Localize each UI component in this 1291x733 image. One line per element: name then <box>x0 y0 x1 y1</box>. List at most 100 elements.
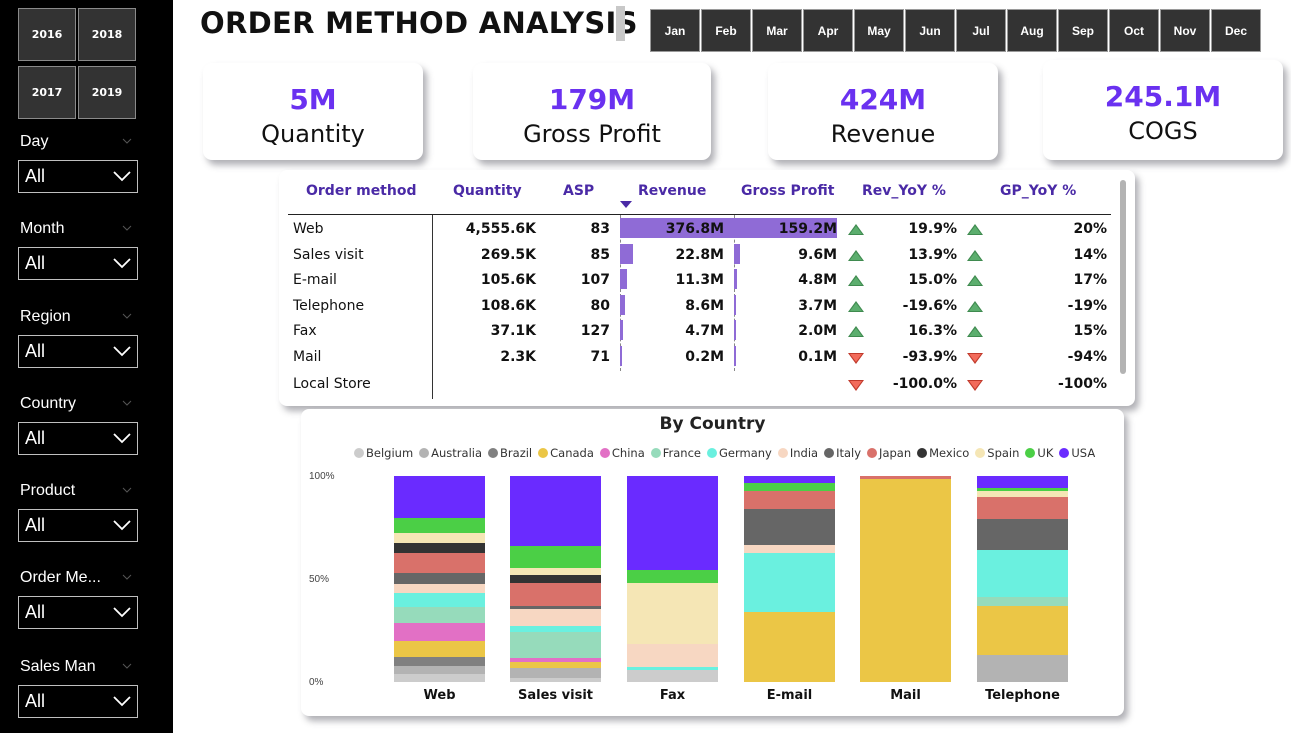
year-button-2018[interactable]: 2018 <box>78 8 136 61</box>
bar-segment-sales-visit-india[interactable] <box>510 609 601 627</box>
legend-item-france[interactable]: France <box>650 446 701 460</box>
legend-item-china[interactable]: China <box>599 446 645 460</box>
legend-item-uk[interactable]: UK <box>1025 446 1053 460</box>
column-header-gross-profit[interactable]: Gross Profit <box>741 183 835 199</box>
bar-segment-e-mail-india[interactable] <box>744 545 835 554</box>
column-header-rev-yoy[interactable]: Rev_YoY % <box>862 183 946 199</box>
legend-item-canada[interactable]: Canada <box>538 446 594 460</box>
slicer-dropdown-month[interactable]: All <box>18 247 138 280</box>
bar-segment-sales-visit-japan[interactable] <box>510 583 601 606</box>
column-header-order-method[interactable]: Order method <box>306 183 417 199</box>
bar-segment-fax-germany[interactable] <box>627 667 718 670</box>
bar-segment-telephone-uk[interactable] <box>977 488 1068 491</box>
collapse-chevron-icon[interactable] <box>122 223 132 233</box>
bar-segment-fax-spain[interactable] <box>627 582 718 645</box>
year-button-2016[interactable]: 2016 <box>18 8 76 61</box>
bar-segment-sales-visit-italy[interactable] <box>510 606 601 610</box>
bar-segment-web-france[interactable] <box>394 607 485 624</box>
column-header-gp-yoy[interactable]: GP_YoY % <box>1000 183 1077 199</box>
collapse-chevron-icon[interactable] <box>122 398 132 408</box>
table-row[interactable]: Mail 2.3K 71 0.2M 0.1M -93.9% -94% <box>279 346 1119 371</box>
table-scrollbar[interactable] <box>1120 180 1126 374</box>
month-button-jul[interactable]: Jul <box>956 9 1006 52</box>
bar-segment-telephone-france[interactable] <box>977 597 1068 606</box>
bar-segment-sales-visit-uk[interactable] <box>510 546 601 568</box>
bar-segment-fax-belgium[interactable] <box>627 669 718 682</box>
bar-segment-e-mail-uk[interactable] <box>744 483 835 492</box>
bar-segment-web-belgium[interactable] <box>394 673 485 682</box>
slicer-dropdown-product[interactable]: All <box>18 509 138 542</box>
bar-segment-web-australia[interactable] <box>394 665 485 674</box>
bar-segment-telephone-italy[interactable] <box>977 518 1068 551</box>
legend-item-india[interactable]: India <box>777 446 818 460</box>
bar-segment-fax-usa[interactable] <box>627 476 718 570</box>
bar-segment-web-japan[interactable] <box>394 553 485 574</box>
month-button-apr[interactable]: Apr <box>803 9 853 52</box>
slicer-dropdown-order-me[interactable]: All <box>18 596 138 629</box>
bar-segment-web-spain[interactable] <box>394 532 485 543</box>
legend-item-mexico[interactable]: Mexico <box>917 446 969 460</box>
bar-segment-web-usa[interactable] <box>394 476 485 518</box>
bar-segment-fax-india[interactable] <box>627 644 718 668</box>
legend-item-usa[interactable]: USA <box>1059 446 1095 460</box>
table-row[interactable]: Sales visit 269.5K 85 22.8M 9.6M 13.9% 1… <box>279 244 1119 269</box>
bar-segment-web-uk[interactable] <box>394 517 485 533</box>
month-button-feb[interactable]: Feb <box>701 9 751 52</box>
bar-segment-e-mail-germany[interactable] <box>744 553 835 613</box>
bar-segment-web-brazil[interactable] <box>394 656 485 666</box>
month-button-may[interactable]: May <box>854 9 904 52</box>
month-button-jun[interactable]: Jun <box>905 9 955 52</box>
bar-segment-mail-canada[interactable] <box>860 479 951 682</box>
column-header-revenue[interactable]: Revenue <box>638 183 707 199</box>
bar-segment-fax-uk[interactable] <box>627 569 718 583</box>
month-button-sep[interactable]: Sep <box>1058 9 1108 52</box>
month-button-dec[interactable]: Dec <box>1211 9 1261 52</box>
bar-segment-e-mail-japan[interactable] <box>744 491 835 510</box>
bar-segment-web-canada[interactable] <box>394 640 485 657</box>
table-row[interactable]: Local Store -100.0% -100% <box>279 373 1119 398</box>
year-button-2017[interactable]: 2017 <box>18 66 76 119</box>
legend-item-japan[interactable]: Japan <box>867 446 911 460</box>
collapse-chevron-icon[interactable] <box>122 661 132 671</box>
legend-item-germany[interactable]: Germany <box>707 446 772 460</box>
bar-segment-web-germany[interactable] <box>394 593 485 607</box>
slicer-dropdown-country[interactable]: All <box>18 422 138 455</box>
bar-segment-web-mexico[interactable] <box>394 542 485 554</box>
month-button-aug[interactable]: Aug <box>1007 9 1057 52</box>
bar-segment-e-mail-italy[interactable] <box>744 509 835 546</box>
bar-segment-e-mail-canada[interactable] <box>744 612 835 682</box>
table-row[interactable]: Telephone 108.6K 80 8.6M 3.7M -19.6% -19… <box>279 295 1119 320</box>
bar-segment-sales-visit-belgium[interactable] <box>510 677 601 682</box>
bar-segment-sales-visit-mexico[interactable] <box>510 574 601 583</box>
column-header-quantity[interactable]: Quantity <box>453 183 522 199</box>
slicer-dropdown-day[interactable]: All <box>18 160 138 193</box>
legend-item-italy[interactable]: Italy <box>824 446 861 460</box>
month-button-mar[interactable]: Mar <box>752 9 802 52</box>
table-row[interactable]: E-mail 105.6K 107 11.3M 4.8M 15.0% 17% <box>279 269 1119 294</box>
table-row[interactable]: Fax 37.1K 127 4.7M 2.0M 16.3% 15% <box>279 320 1119 345</box>
legend-item-brazil[interactable]: Brazil <box>488 446 532 460</box>
collapse-chevron-icon[interactable] <box>122 572 132 582</box>
legend-item-spain[interactable]: Spain <box>975 446 1019 460</box>
bar-segment-web-india[interactable] <box>394 583 485 594</box>
month-button-oct[interactable]: Oct <box>1109 9 1159 52</box>
month-button-nov[interactable]: Nov <box>1160 9 1210 52</box>
month-button-jan[interactable]: Jan <box>650 9 700 52</box>
collapse-chevron-icon[interactable] <box>122 136 132 146</box>
bar-segment-telephone-japan[interactable] <box>977 496 1068 519</box>
bar-segment-sales-visit-canada[interactable] <box>510 661 601 668</box>
year-button-2019[interactable]: 2019 <box>78 66 136 119</box>
legend-item-belgium[interactable]: Belgium <box>354 446 413 460</box>
bar-segment-telephone-spain[interactable] <box>977 490 1068 497</box>
bar-segment-web-italy[interactable] <box>394 573 485 584</box>
slicer-dropdown-sales-man[interactable]: All <box>18 685 138 718</box>
bar-segment-sales-visit-china[interactable] <box>510 658 601 662</box>
collapse-chevron-icon[interactable] <box>122 311 132 321</box>
collapse-chevron-icon[interactable] <box>122 485 132 495</box>
slicer-dropdown-region[interactable]: All <box>18 335 138 368</box>
bar-segment-sales-visit-germany[interactable] <box>510 626 601 633</box>
column-header-asp[interactable]: ASP <box>563 183 595 199</box>
bar-segment-e-mail-usa[interactable] <box>744 476 835 484</box>
bar-segment-sales-visit-usa[interactable] <box>510 476 601 547</box>
bar-segment-telephone-usa[interactable] <box>977 476 1068 489</box>
